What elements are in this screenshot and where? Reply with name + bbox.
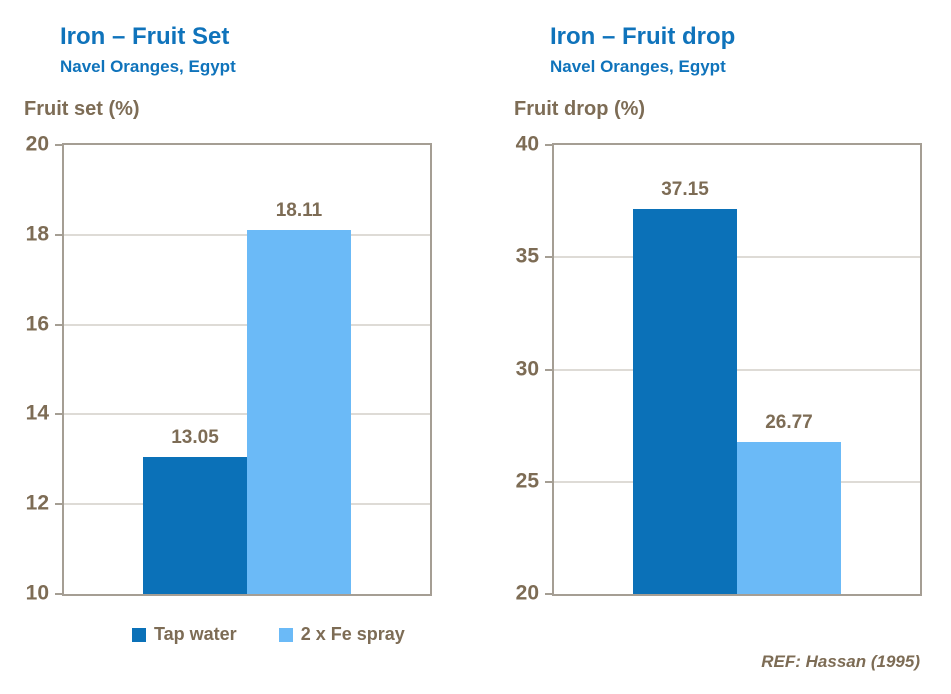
y-tick-label: 16 — [25, 312, 49, 336]
y-tick-label: 35 — [515, 244, 539, 268]
y-tick-label: 12 — [25, 491, 49, 515]
y-tick-label: 25 — [515, 469, 539, 493]
bar-value-label: 37.15 — [661, 178, 709, 200]
tick-mark — [55, 413, 64, 416]
chart-title: Iron – Fruit drop — [550, 23, 736, 50]
y-tick-label: 10 — [25, 581, 49, 605]
gridline — [554, 369, 920, 370]
y-tick-label: 30 — [515, 357, 539, 381]
tick-mark — [55, 593, 64, 595]
gridline — [554, 256, 920, 258]
tick-mark — [55, 233, 64, 236]
y-tick-label: 40 — [515, 132, 539, 156]
bar-2-x-fe-spray — [737, 442, 841, 594]
plot-area: 10 12 14 16 18 20 13.05 18.11 — [26, 133, 432, 605]
tick-mark — [545, 593, 554, 595]
bar-value-label: 13.05 — [171, 427, 219, 449]
legend: Tap water 2 x Fe spray — [132, 624, 405, 645]
legend-swatch — [278, 627, 293, 642]
legend-label: Tap water — [154, 624, 237, 644]
chart-subtitle: Navel Oranges, Egypt — [60, 57, 236, 76]
y-tick-label: 18 — [25, 222, 49, 246]
bar-tap-water — [633, 208, 737, 594]
y-tick-label: 20 — [515, 581, 539, 605]
bar-tap-water — [143, 457, 247, 594]
y-axis-label: Fruit set (%) — [24, 98, 140, 120]
reference-note: REF: Hassan (1995) — [761, 652, 920, 671]
tick-mark — [545, 256, 554, 259]
tick-mark — [55, 144, 64, 146]
y-tick-label: 20 — [25, 132, 49, 156]
y-axis-label: Fruit drop (%) — [514, 98, 646, 120]
chart-title: Iron – Fruit Set — [60, 23, 230, 50]
bar-value-label: 26.77 — [765, 412, 813, 434]
tick-mark — [545, 368, 554, 371]
tick-mark — [545, 480, 554, 483]
fruit-set-chart: Iron – Fruit Set Navel Oranges, Egypt Fr… — [0, 0, 475, 694]
legend-item: Tap water — [132, 624, 237, 645]
tick-mark — [55, 323, 64, 326]
bar-value-label: 18.11 — [275, 199, 323, 221]
bar-2-x-fe-spray — [247, 229, 351, 594]
legend-label: 2 x Fe spray — [300, 624, 405, 644]
chart-subtitle: Navel Oranges, Egypt — [550, 57, 726, 76]
plot-area: 20 25 30 35 40 37.15 26.77 — [516, 133, 922, 605]
fruit-drop-chart: Iron – Fruit drop Navel Oranges, Egypt F… — [490, 0, 951, 694]
tick-mark — [545, 144, 554, 146]
tick-mark — [55, 503, 64, 506]
legend-item: 2 x Fe spray — [278, 624, 405, 645]
y-tick-label: 14 — [25, 401, 49, 425]
legend-swatch — [132, 627, 146, 642]
